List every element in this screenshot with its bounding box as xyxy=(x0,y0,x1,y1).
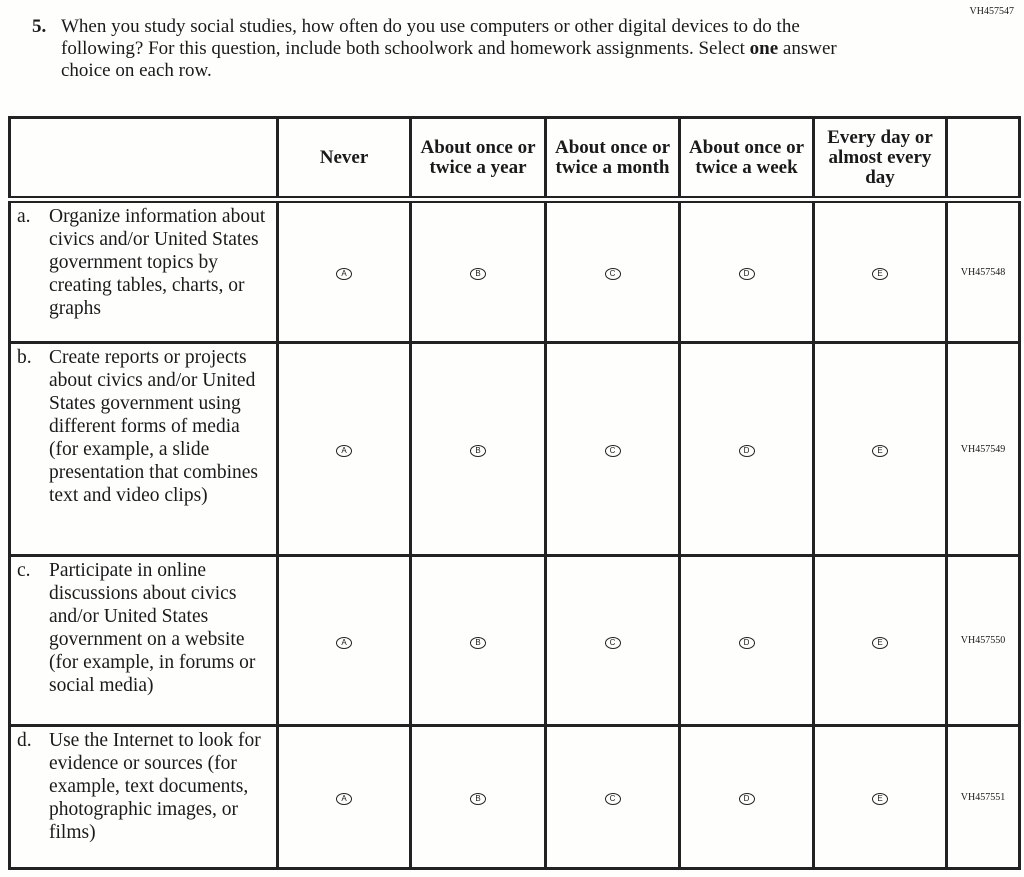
row-text: Participate in online discussions about … xyxy=(49,560,256,696)
option-cell: C xyxy=(544,198,681,344)
option-cell: B xyxy=(409,724,547,870)
row-id: VH457551 xyxy=(945,724,1021,870)
question-emphasis: one xyxy=(749,38,779,59)
row-text: Use the Internet to look for evidence or… xyxy=(49,730,261,843)
row-letter: d. xyxy=(17,730,32,751)
column-header: About once or twice a month xyxy=(544,116,681,203)
table-row: d. Use the Internet to look for evidence … xyxy=(8,724,1021,870)
row-id: VH457549 xyxy=(945,341,1021,557)
answer-bubble-c[interactable]: C xyxy=(604,268,621,280)
table-row: c. Participate in online discussions abou… xyxy=(8,554,1021,727)
answer-bubble-a[interactable]: A xyxy=(336,268,352,280)
question-text-part: When you study social studies, how often… xyxy=(61,16,800,59)
option-cell: D xyxy=(678,198,815,344)
option-cell: E xyxy=(812,724,948,870)
row-stem: a. Organize information about civics and/… xyxy=(8,198,279,344)
option-cell: C xyxy=(544,724,681,870)
option-cell: B xyxy=(409,198,547,344)
answer-bubble-e[interactable]: E xyxy=(872,268,888,280)
answer-bubble-a[interactable]: A xyxy=(336,636,352,649)
option-cell: A xyxy=(276,724,412,870)
answer-bubble-d[interactable]: D xyxy=(738,793,755,805)
option-cell: D xyxy=(678,554,815,727)
option-cell: D xyxy=(678,341,815,557)
option-cell: B xyxy=(409,341,547,557)
option-cell: E xyxy=(812,341,948,557)
column-header: About once or twice a year xyxy=(409,116,547,203)
answer-bubble-e[interactable]: E xyxy=(872,793,888,805)
header-row: Never About once or twice a year About o… xyxy=(8,116,1021,203)
row-letter: b. xyxy=(17,347,32,368)
answer-bubble-d[interactable]: D xyxy=(738,268,755,280)
column-header: About once or twice a week xyxy=(678,116,815,203)
answer-bubble-b[interactable]: B xyxy=(470,445,486,457)
option-cell: E xyxy=(812,554,948,727)
row-letter: a. xyxy=(17,206,31,227)
question-text-part: answer choice on each row. xyxy=(61,38,837,81)
row-stem: b. Create reports or projects about civic… xyxy=(8,341,279,557)
answer-bubble-c[interactable]: C xyxy=(604,636,621,649)
answer-bubble-d[interactable]: D xyxy=(738,445,755,457)
answer-bubble-a[interactable]: A xyxy=(336,445,352,457)
option-cell: C xyxy=(544,341,681,557)
option-cell: B xyxy=(409,554,547,727)
table-row: b. Create reports or projects about civic… xyxy=(8,341,1021,557)
answer-bubble-d[interactable]: D xyxy=(738,636,755,649)
table-row: a. Organize information about civics and/… xyxy=(8,198,1021,344)
answer-grid: Never About once or twice a year About o… xyxy=(8,116,1021,870)
option-cell: C xyxy=(544,554,681,727)
answer-bubble-a[interactable]: A xyxy=(336,793,352,805)
option-cell: D xyxy=(678,724,815,870)
answer-bubble-e[interactable]: E xyxy=(872,445,888,457)
row-id: VH457548 xyxy=(945,198,1021,344)
row-text: Create reports or projects about civics … xyxy=(49,347,259,506)
row-stem: d. Use the Internet to look for evidence … xyxy=(8,724,279,870)
question-text: When you study social studies, how often… xyxy=(61,16,881,82)
option-cell: A xyxy=(276,554,412,727)
option-cell: A xyxy=(276,341,412,557)
column-header: Every day or almost every day xyxy=(812,116,948,203)
answer-bubble-c[interactable]: C xyxy=(604,445,621,457)
row-stem: c. Participate in online discussions abou… xyxy=(8,554,279,727)
answer-bubble-b[interactable]: B xyxy=(470,636,486,649)
question-number: 5. xyxy=(32,16,47,37)
option-cell: E xyxy=(812,198,948,344)
header-blank xyxy=(945,116,1021,203)
row-id: VH457550 xyxy=(945,554,1021,727)
header-blank xyxy=(8,116,279,203)
row-letter: c. xyxy=(17,560,31,581)
answer-bubble-b[interactable]: B xyxy=(470,268,486,280)
answer-bubble-b[interactable]: B xyxy=(470,793,486,805)
question-id: VH457547 xyxy=(969,6,1014,17)
option-cell: A xyxy=(276,198,412,344)
answer-bubble-c[interactable]: C xyxy=(604,793,621,805)
column-header: Never xyxy=(276,116,412,203)
row-text: Organize information about civics and/or… xyxy=(49,206,266,319)
answer-bubble-e[interactable]: E xyxy=(872,636,888,649)
